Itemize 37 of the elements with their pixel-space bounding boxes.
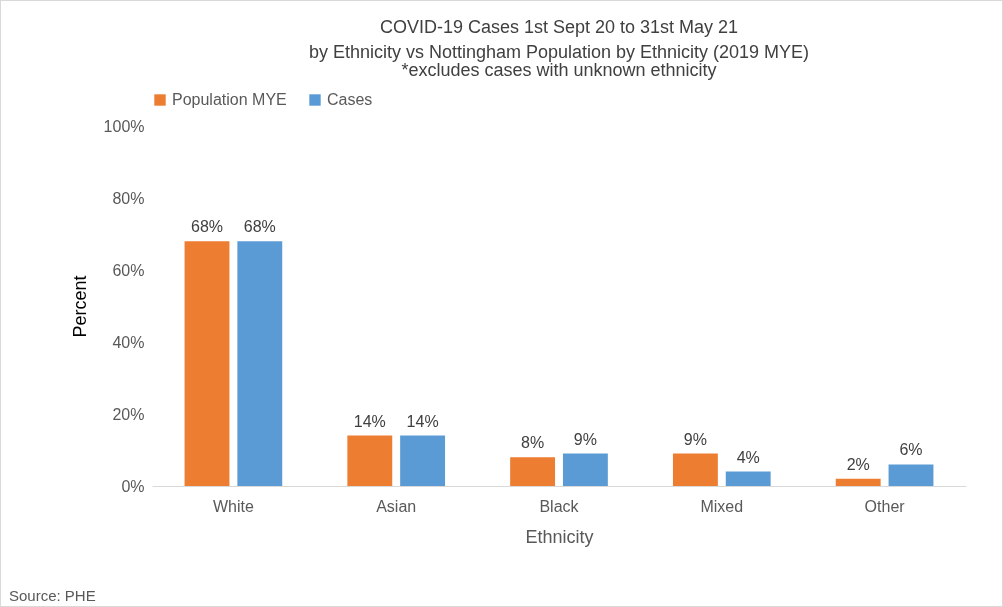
bar bbox=[672, 453, 718, 486]
data-label: 68% bbox=[190, 218, 224, 236]
y-tick-label: 100% bbox=[103, 117, 145, 135]
bar bbox=[184, 241, 230, 486]
y-tick-label: 0% bbox=[121, 477, 145, 495]
bar bbox=[888, 464, 934, 486]
x-axis-title: Ethnicity bbox=[525, 526, 594, 547]
legend-label: Population MYE bbox=[172, 91, 287, 108]
data-label: 9% bbox=[573, 430, 597, 448]
bar bbox=[237, 241, 283, 486]
x-tick-label: White bbox=[212, 497, 254, 515]
bar bbox=[400, 435, 446, 486]
y-tick-label: 80% bbox=[112, 189, 145, 207]
y-tick-label: 40% bbox=[112, 333, 145, 351]
source-note: Source: PHE bbox=[9, 587, 96, 604]
y-axis-title: Percent bbox=[69, 275, 90, 338]
bar bbox=[510, 457, 556, 486]
data-label: 2% bbox=[846, 455, 870, 473]
bar bbox=[347, 435, 393, 486]
data-label: 14% bbox=[406, 412, 439, 430]
x-tick-label: Asian bbox=[376, 497, 417, 515]
legend-label: Cases bbox=[327, 91, 373, 108]
data-label: 9% bbox=[683, 430, 707, 448]
bar bbox=[835, 478, 881, 486]
data-label: 8% bbox=[521, 434, 545, 452]
data-label: 14% bbox=[353, 412, 386, 430]
y-tick-label: 20% bbox=[112, 405, 145, 423]
data-label: 68% bbox=[243, 218, 276, 236]
x-tick-label: Black bbox=[539, 497, 580, 515]
chart-title: COVID-19 Cases 1st Sept 20 to 31st May 21 by Ethnicity vs Nottingham Population by Ethnicity (2019 MYE) bbox=[308, 17, 810, 62]
y-tick-label: 60% bbox=[112, 261, 145, 279]
bar bbox=[562, 453, 608, 486]
data-label: 4% bbox=[736, 448, 760, 466]
x-tick-label: Other bbox=[864, 497, 906, 515]
x-tick-label: Mixed bbox=[700, 497, 744, 515]
bar bbox=[725, 471, 771, 486]
data-label: 6% bbox=[899, 441, 923, 459]
